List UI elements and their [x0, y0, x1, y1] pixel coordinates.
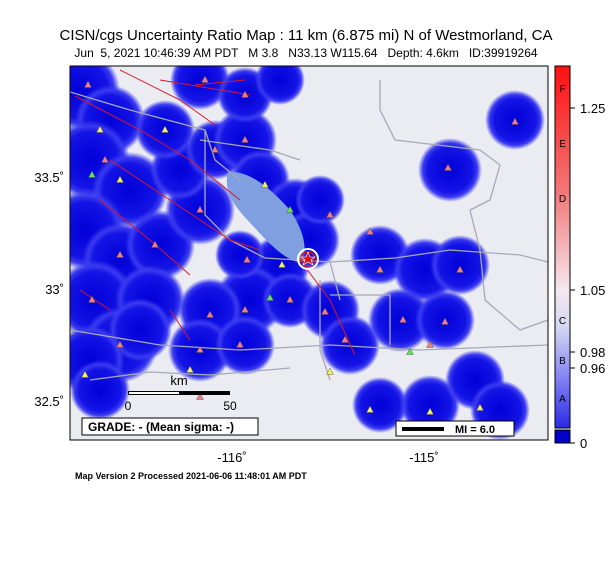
epicenter [297, 248, 319, 270]
uncertainty-blob [108, 298, 172, 362]
station [101, 155, 109, 163]
station [116, 340, 124, 348]
lat-label: 33˚ [45, 282, 64, 297]
station [511, 117, 519, 125]
station [399, 315, 407, 323]
colorbar-letter: E [559, 139, 566, 150]
station [161, 125, 169, 133]
station [243, 255, 251, 263]
mi-box [395, 420, 515, 437]
station [81, 370, 89, 378]
colorbar-tick-label: 1.25 [580, 101, 605, 116]
station [211, 145, 219, 153]
station [456, 265, 464, 273]
station [96, 125, 104, 133]
colorbar-tick-label: 0.98 [580, 345, 605, 360]
station [84, 80, 92, 88]
mi-line [402, 427, 444, 431]
scale-unit: km [170, 373, 187, 388]
station [206, 310, 214, 318]
lake [226, 171, 305, 262]
station [241, 305, 249, 313]
station [341, 335, 349, 343]
uncertainty-blob [170, 66, 230, 110]
map-area: km 0 50 GRADE: - (Mean sigma: -) MI = 6.… [70, 66, 548, 440]
station [326, 367, 334, 375]
grade-box [81, 417, 259, 436]
station [196, 205, 204, 213]
station [406, 347, 414, 355]
colorbar-letter: D [559, 194, 566, 205]
station [201, 75, 209, 83]
colorbar-letter: A [559, 394, 566, 405]
colorbar-tick-label: 0 [580, 436, 587, 451]
uncertainty-blob [255, 66, 305, 105]
uncertainty-blob [368, 288, 432, 352]
uncertainty-blob [70, 360, 130, 420]
station [286, 295, 294, 303]
uncertainty-blob [430, 235, 490, 295]
station [116, 175, 124, 183]
station [261, 180, 269, 188]
uncertainty-blob [400, 375, 460, 435]
station [426, 407, 434, 415]
station [286, 205, 294, 213]
station [151, 240, 159, 248]
station [326, 210, 334, 218]
colorbar-tick-label: 1.05 [580, 283, 605, 298]
uncertainty-blob [352, 377, 408, 433]
station [186, 365, 194, 373]
station [366, 405, 374, 413]
station [196, 392, 204, 400]
colorbar-tick-label: 0.96 [580, 361, 605, 376]
station [88, 295, 96, 303]
subtitle: Jun 5, 2021 10:46:39 AM PDT M 3.8 N33.13… [74, 46, 537, 60]
colorbar-letters: F E D C B A [559, 84, 566, 405]
colorbar-letter: C [559, 316, 566, 327]
station [196, 345, 204, 353]
footer: Map Version 2 Processed 2021-06-06 11:48… [75, 471, 307, 481]
station [441, 317, 449, 325]
station [321, 307, 329, 315]
colorbar-ticks: 1.25 1.05 0.980.96 0 [570, 101, 605, 451]
map-frame [69, 65, 549, 441]
colorbar-letter: B [559, 356, 566, 367]
stations [81, 75, 519, 415]
station [278, 260, 286, 268]
station [426, 340, 434, 348]
mi-text: MI = 6.0 [455, 424, 495, 436]
title: CISN/cgs Uncertainty Ratio Map : 11 km (… [60, 27, 553, 44]
lon-label: -115˚ [409, 450, 438, 465]
station [241, 90, 249, 98]
blobs [70, 66, 545, 440]
scale-bar [128, 391, 230, 395]
uncertainty-blob [215, 230, 265, 280]
grade-text: GRADE: - (Mean sigma: -) [88, 420, 234, 434]
uncertainty-blob [295, 175, 345, 225]
station [241, 135, 249, 143]
lat-label: 32.5˚ [34, 394, 64, 409]
station [366, 227, 374, 235]
station [444, 163, 452, 171]
colorbar-zero [554, 429, 571, 444]
scale-start: 0 [125, 399, 132, 413]
lat-label: 33.5˚ [34, 170, 64, 185]
scale-end: 50 [223, 399, 237, 413]
station [266, 293, 274, 301]
roads [70, 80, 548, 381]
station [476, 403, 484, 411]
station [116, 250, 124, 258]
station [236, 340, 244, 348]
uncertainty-blob [215, 315, 275, 375]
lon-label: -116˚ [217, 450, 246, 465]
station [88, 170, 96, 178]
colorbar-letter: F [559, 84, 565, 95]
station [376, 265, 384, 273]
faults [74, 69, 356, 356]
colorbar [554, 65, 571, 429]
